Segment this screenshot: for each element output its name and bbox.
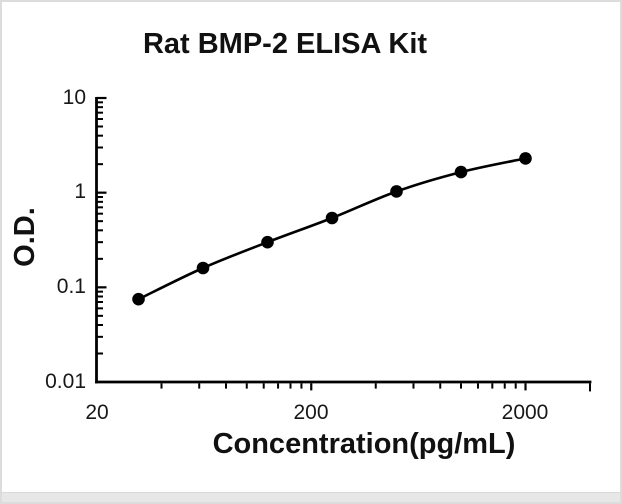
data-point bbox=[390, 185, 403, 198]
y-tick-label-0.1: 0.1 bbox=[56, 275, 86, 298]
chart-title: Rat BMP-2 ELISA Kit bbox=[142, 28, 428, 60]
data-point bbox=[454, 165, 468, 179]
data-point bbox=[196, 261, 210, 275]
data-point bbox=[325, 211, 339, 225]
x-tick-label-200: 200 bbox=[293, 401, 329, 424]
data-point bbox=[261, 235, 274, 249]
x-tick-label-2000: 2000 bbox=[501, 401, 549, 424]
data-point bbox=[132, 292, 145, 306]
y-tick-label-1: 1 bbox=[74, 180, 86, 203]
curve-line bbox=[137, 157, 527, 301]
y-tick-label-10: 10 bbox=[62, 86, 86, 109]
y-tick-label-0.01: 0.01 bbox=[45, 370, 86, 393]
data-point bbox=[519, 152, 532, 165]
x-tick-label-20: 20 bbox=[85, 401, 109, 424]
x-axis-title: Concentration(pg/mL) bbox=[212, 428, 516, 460]
window-bottom-edge bbox=[2, 492, 620, 502]
